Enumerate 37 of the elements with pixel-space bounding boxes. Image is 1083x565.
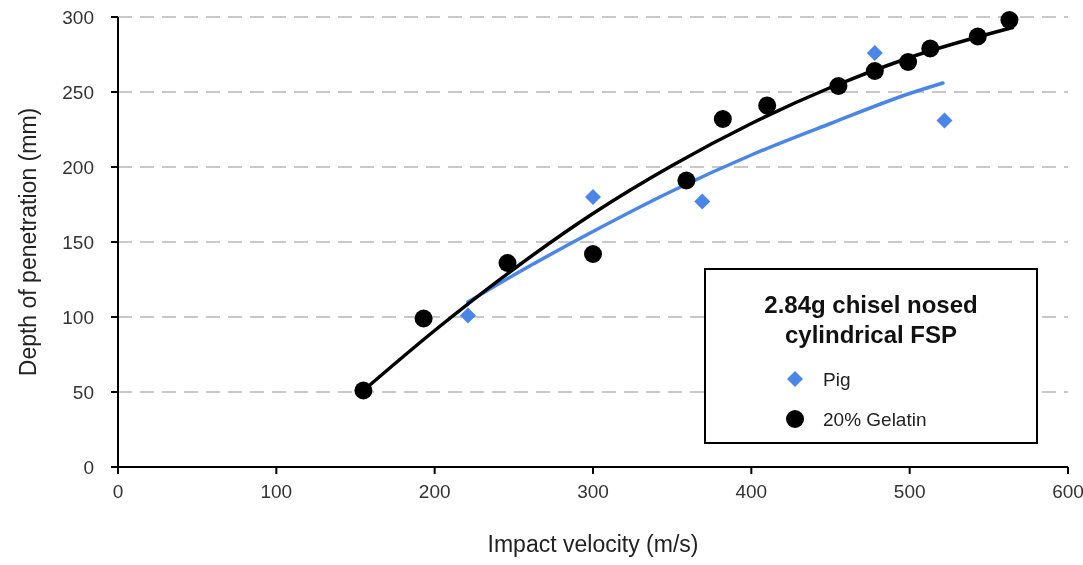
y-tick-label: 0 (83, 457, 94, 478)
point (677, 171, 696, 190)
point (899, 53, 918, 71)
point (866, 45, 883, 61)
point (758, 96, 777, 115)
x-tick-label: 300 (577, 481, 609, 502)
y-tick-label: 100 (62, 307, 94, 328)
legend-title: 2.84g chisel nosed cylindrical FSP (764, 291, 978, 348)
y-tick-label: 150 (62, 232, 94, 253)
x-axis-title: Impact velocity (m/s) (487, 531, 699, 557)
point (968, 27, 987, 46)
x-tick-label: 400 (735, 481, 768, 502)
point (584, 245, 602, 263)
legend-label: Pig (823, 369, 851, 390)
x-tick-label: 500 (893, 481, 926, 502)
y-tick-label: 200 (62, 157, 94, 178)
x-tick-label: 0 (112, 481, 124, 502)
y-tick-label: 300 (62, 7, 94, 28)
x-tick-label: 100 (260, 481, 293, 502)
point (865, 62, 884, 80)
point (713, 110, 732, 128)
y-tick-label: 50 (72, 382, 94, 403)
point (459, 307, 476, 324)
x-tick-label: 600 (1052, 481, 1083, 502)
legend-label: 20% Gelatin (823, 409, 927, 430)
point (921, 39, 940, 58)
point (498, 254, 517, 272)
point (829, 77, 848, 95)
x-tick-label: 200 (418, 481, 451, 502)
y-tick-label: 250 (62, 82, 94, 103)
point (694, 193, 711, 210)
point (936, 112, 953, 129)
point (354, 381, 373, 400)
point (414, 309, 433, 328)
point (585, 189, 601, 205)
point (1000, 11, 1019, 29)
y-axis-title: Depth of penetration (mm) (15, 107, 41, 377)
